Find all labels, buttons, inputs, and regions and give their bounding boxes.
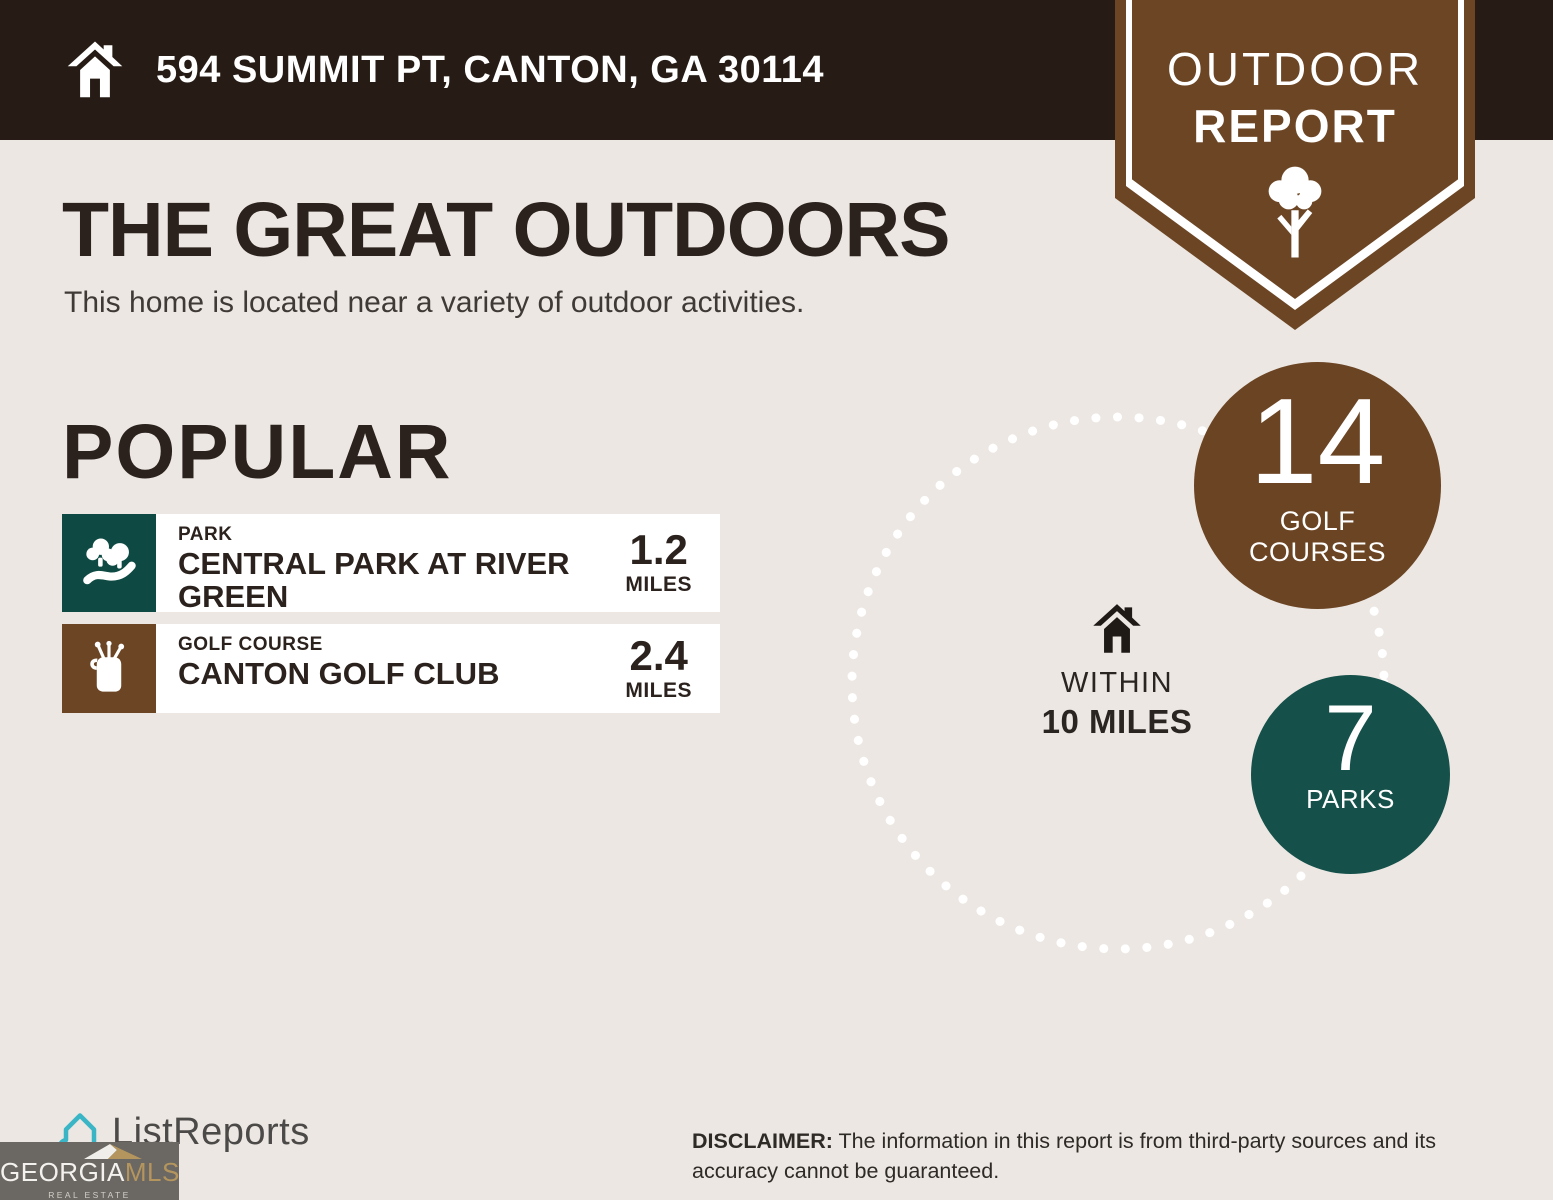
radius-distance-label: 10 MILES: [1041, 703, 1193, 740]
mls-name-secondary: MLS: [124, 1157, 180, 1187]
place-category: GOLF COURSE: [178, 634, 323, 655]
place-distance: 1.2 MILES: [625, 529, 720, 597]
place-info: PARK CENTRAL PARK AT RIVER GREEN: [156, 514, 608, 614]
stat-label: PARKS: [1306, 784, 1395, 815]
mls-name-primary: GEORGIA: [0, 1157, 125, 1187]
ribbon-content: OUTDOOR REPORT: [1115, 0, 1475, 268]
distance-unit: MILES: [625, 573, 692, 596]
ribbon-title-line1: OUTDOOR: [1166, 43, 1424, 95]
popular-section-title: POPULAR: [62, 409, 453, 495]
place-info: GOLF COURSE CANTON GOLF CLUB: [156, 624, 499, 713]
stat-label: GOLF COURSES: [1248, 505, 1387, 567]
ribbon-title-line2: REPORT: [1193, 100, 1397, 152]
place-name: CANTON GOLF CLUB: [178, 656, 500, 691]
stat-value: 7: [1324, 685, 1377, 790]
distance-value: 1.2: [629, 526, 688, 573]
tree-icon: [1268, 166, 1322, 258]
home-icon-small: [1093, 604, 1141, 653]
distance-value: 2.4: [629, 631, 688, 679]
disclaimer-text: The information in this report is from t…: [692, 1129, 1436, 1184]
mls-name: GEORGIAMLS: [0, 1157, 179, 1188]
distance-unit: MILES: [625, 678, 692, 702]
page-subtitle: This home is located near a variety of o…: [64, 286, 805, 319]
place-distance: 2.4 MILES: [625, 631, 720, 703]
golf-bag-icon: [62, 624, 156, 713]
popular-places-list: PARK CENTRAL PARK AT RIVER GREEN 1.2 MIL…: [62, 514, 720, 725]
place-card-golf-course: GOLF COURSE CANTON GOLF CLUB 2.4 MILES: [62, 624, 720, 713]
radius-center-label: WITHIN 10 MILES: [1007, 602, 1227, 741]
stat-value: 14: [1249, 373, 1386, 509]
georgia-mls-logo: GEORGIAMLS REAL ESTATE SERVICES: [0, 1142, 179, 1200]
place-category: PARK: [178, 524, 233, 545]
place-name: CENTRAL PARK AT RIVER GREEN: [178, 546, 570, 614]
mls-tagline: REAL ESTATE SERVICES: [0, 1190, 179, 1200]
page-title: THE GREAT OUTDOORS: [62, 187, 950, 273]
disclaimer: DISCLAIMER: The information in this repo…: [692, 1126, 1497, 1186]
home-icon: [67, 41, 123, 98]
within-label: WITHIN: [1060, 667, 1174, 699]
place-card-park: PARK CENTRAL PARK AT RIVER GREEN 1.2 MIL…: [62, 514, 720, 614]
mls-mountain-icon: [84, 1144, 142, 1159]
park-trees-icon: [62, 514, 156, 612]
disclaimer-label: DISCLAIMER:: [692, 1129, 833, 1153]
stat-circle-parks: 7 PARKS: [1251, 675, 1450, 874]
stat-circle-golf-courses: 14 GOLF COURSES: [1194, 362, 1441, 609]
property-address: 594 SUMMIT PT, CANTON, GA 30114: [156, 48, 825, 91]
